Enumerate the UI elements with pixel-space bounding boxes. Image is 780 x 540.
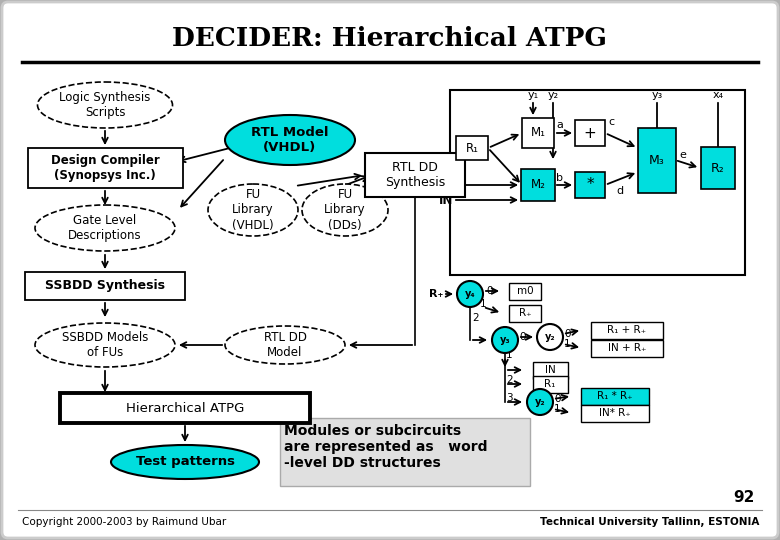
Text: d: d xyxy=(616,186,623,196)
Text: y₂: y₂ xyxy=(548,90,558,100)
Ellipse shape xyxy=(208,184,298,236)
Text: RTL DD
Model: RTL DD Model xyxy=(264,331,307,359)
Text: y₄: y₄ xyxy=(465,289,475,299)
Text: 92: 92 xyxy=(734,490,755,505)
Bar xyxy=(533,375,568,393)
Circle shape xyxy=(527,389,553,415)
Text: c: c xyxy=(608,117,614,127)
Ellipse shape xyxy=(302,184,388,236)
Text: Test patterns: Test patterns xyxy=(136,456,235,469)
Text: Technical University Tallinn, ESTONIA: Technical University Tallinn, ESTONIA xyxy=(540,517,760,527)
Text: Design Compiler
(Synopsys Inc.): Design Compiler (Synopsys Inc.) xyxy=(51,154,159,182)
Text: b: b xyxy=(556,173,563,183)
Bar xyxy=(581,404,649,422)
Text: SSBDD Models
of FUs: SSBDD Models of FUs xyxy=(62,331,148,359)
Ellipse shape xyxy=(37,82,172,128)
Bar xyxy=(60,393,310,423)
Text: IN: IN xyxy=(438,193,453,206)
Bar xyxy=(522,118,554,148)
Ellipse shape xyxy=(35,323,175,367)
Text: 1: 1 xyxy=(554,404,561,414)
Text: Gate Level
Descriptions: Gate Level Descriptions xyxy=(68,214,142,242)
Bar xyxy=(365,153,465,197)
Text: 3: 3 xyxy=(506,393,512,403)
Text: R₊: R₊ xyxy=(519,308,531,318)
Text: IN + R₊: IN + R₊ xyxy=(608,343,647,353)
Text: Copyright 2000-2003 by Raimund Ubar: Copyright 2000-2003 by Raimund Ubar xyxy=(22,517,226,527)
Text: x₄: x₄ xyxy=(712,90,724,100)
Text: 0: 0 xyxy=(519,332,526,342)
Text: Logic Synthesis
Scripts: Logic Synthesis Scripts xyxy=(59,91,151,119)
Bar xyxy=(575,120,605,146)
Text: y₃: y₃ xyxy=(500,335,510,345)
Text: e: e xyxy=(679,150,686,160)
Circle shape xyxy=(457,281,483,307)
Bar xyxy=(575,172,605,198)
Text: RTL Model
(VHDL): RTL Model (VHDL) xyxy=(251,126,328,154)
Text: Hierarchical ATPG: Hierarchical ATPG xyxy=(126,402,244,415)
Text: R₁ * R₊: R₁ * R₊ xyxy=(597,391,633,401)
Bar xyxy=(450,90,745,275)
Bar xyxy=(701,147,735,189)
Text: +: + xyxy=(583,125,597,140)
Text: R₁ + R₊: R₁ + R₊ xyxy=(608,325,647,335)
Text: 1: 1 xyxy=(480,299,487,309)
Text: 0: 0 xyxy=(486,286,492,296)
Text: *: * xyxy=(587,178,594,192)
Bar xyxy=(509,282,541,300)
Text: R₂: R₂ xyxy=(711,161,725,174)
Text: a: a xyxy=(556,120,563,130)
Bar xyxy=(280,418,530,486)
Text: M₃: M₃ xyxy=(649,153,665,166)
Text: FU
Library
(VHDL): FU Library (VHDL) xyxy=(232,188,274,232)
Bar xyxy=(521,169,555,201)
Text: 0: 0 xyxy=(554,394,561,404)
Bar xyxy=(591,340,663,356)
Text: M₁: M₁ xyxy=(530,126,545,139)
Text: 2: 2 xyxy=(506,375,512,385)
Text: IN* R₊: IN* R₊ xyxy=(599,408,631,418)
Text: m0: m0 xyxy=(516,286,534,296)
Text: R₁: R₁ xyxy=(544,379,555,389)
Text: y₁: y₁ xyxy=(527,90,538,100)
Ellipse shape xyxy=(35,205,175,251)
Text: SSBDD Synthesis: SSBDD Synthesis xyxy=(45,280,165,293)
Text: DECIDER: Hierarchical ATPG: DECIDER: Hierarchical ATPG xyxy=(172,25,608,51)
Text: y₃: y₃ xyxy=(651,90,663,100)
Text: 0: 0 xyxy=(564,329,570,339)
Bar xyxy=(25,272,185,300)
Bar xyxy=(581,388,649,404)
Bar xyxy=(456,136,488,160)
Bar xyxy=(638,127,676,192)
Text: 2: 2 xyxy=(472,313,479,323)
Text: Modules or subcircuits
are represented as   word
-level DD structures: Modules or subcircuits are represented a… xyxy=(284,424,488,470)
Text: R₊: R₊ xyxy=(429,289,443,299)
Text: R₁: R₁ xyxy=(466,141,478,154)
Text: y₂: y₂ xyxy=(534,397,545,407)
Circle shape xyxy=(492,327,518,353)
Bar xyxy=(533,361,568,379)
Ellipse shape xyxy=(225,115,355,165)
Ellipse shape xyxy=(111,445,259,479)
Ellipse shape xyxy=(225,326,345,364)
Bar xyxy=(591,321,663,339)
Text: IN: IN xyxy=(544,365,555,375)
Text: M₂: M₂ xyxy=(530,179,545,192)
Text: 1: 1 xyxy=(564,339,571,349)
Text: 1: 1 xyxy=(506,350,512,360)
Text: RTL DD
Synthesis: RTL DD Synthesis xyxy=(385,161,445,189)
Text: y₂: y₂ xyxy=(544,332,555,342)
Bar xyxy=(28,148,183,188)
Circle shape xyxy=(537,324,563,350)
Text: FU
Library
(DDs): FU Library (DDs) xyxy=(324,188,366,232)
Bar xyxy=(509,305,541,321)
